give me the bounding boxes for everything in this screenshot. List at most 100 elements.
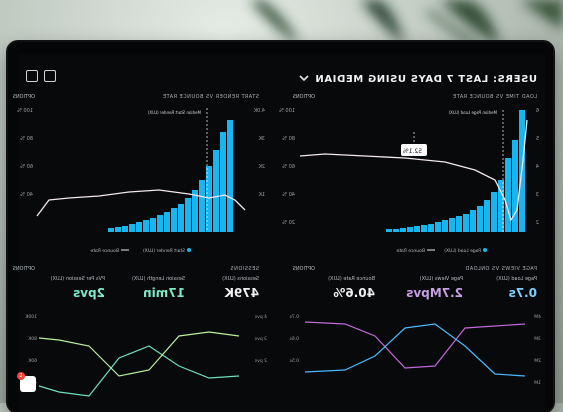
svg-text:3 pvs: 3 pvs [254, 336, 267, 342]
monitor: USERS: LAST 7 DAYS USING MEDIAN LOAD TIM… [8, 42, 553, 412]
kpi-label: Session Length (LUX) [131, 276, 185, 282]
svg-text:40 %: 40 % [20, 192, 33, 198]
bar [470, 210, 476, 232]
axis-tick: 5 [536, 136, 539, 142]
bar [192, 190, 198, 232]
monitor-icon[interactable] [44, 70, 56, 82]
bar [227, 120, 233, 232]
axis-tick: 2 [536, 220, 539, 226]
svg-text:2M: 2M [534, 358, 541, 364]
svg-text:4M: 4M [534, 314, 541, 320]
series-line [38, 331, 240, 377]
bar [407, 227, 413, 232]
bar [171, 208, 177, 232]
svg-text:2 pvs: 2 pvs [254, 358, 267, 364]
svg-text:80 %: 80 % [20, 136, 33, 142]
axis-tick: 80 % [282, 136, 295, 142]
bar [157, 215, 163, 232]
bar [393, 229, 399, 232]
svg-text:60 %: 60 % [20, 164, 33, 170]
bar [491, 192, 497, 232]
axis-tick: 3 [536, 192, 539, 198]
bar [505, 158, 511, 232]
bar [477, 206, 483, 232]
bounce-rate-line [36, 189, 246, 217]
series-line [304, 323, 526, 377]
axis-tick: 4 [536, 164, 539, 170]
page-views-chart: 4M 3M 2M 1M 0.7s 0.6s 0.5s [289, 314, 541, 386]
header-icons [26, 70, 56, 82]
background-plant [250, 0, 563, 45]
bar [122, 226, 128, 232]
kpi-label: Bounce Rate (LUX) [328, 276, 375, 282]
bar [220, 132, 226, 232]
bar [199, 180, 205, 232]
bar [206, 166, 212, 232]
svg-text:4 pvs: 4 pvs [254, 314, 267, 320]
options-button[interactable]: OPTIONS [12, 266, 35, 272]
svg-text:4.0K: 4.0K [253, 108, 265, 114]
kpi-label: Sessions (LUX) [222, 276, 259, 282]
axis-tick: 100 % [279, 108, 295, 114]
bar [428, 224, 434, 232]
series-line [304, 321, 526, 369]
mirrored-dashboard: USERS: LAST 7 DAYS USING MEDIAN LOAD TIM… [13, 54, 545, 412]
bar [400, 228, 406, 232]
kpi-value: 0.7s [508, 286, 537, 300]
bar [449, 218, 455, 232]
axis-tick: 60 % [282, 164, 295, 170]
bar [136, 222, 142, 232]
bar [512, 140, 518, 232]
kpi-label: Page Load (LUX) [496, 276, 537, 282]
bar [129, 224, 135, 232]
help-icon[interactable] [26, 70, 38, 82]
bar [178, 204, 184, 232]
axis-tick: 20 % [282, 220, 295, 226]
options-button[interactable]: OPTIONS [292, 266, 315, 272]
panel-label-sessions: SESSIONS [229, 266, 259, 272]
kpi-label: Page Views (LUX) [419, 276, 463, 282]
bar [143, 220, 149, 232]
bar [435, 222, 441, 232]
median-label: Median Start Render (LUX) [147, 110, 201, 115]
median-label: Median Page Load (LUX) [448, 110, 497, 115]
svg-text:100K: 100K [24, 314, 37, 320]
svg-text:0.6s: 0.6s [289, 336, 299, 342]
bar [185, 198, 191, 232]
value-callout [401, 144, 427, 156]
bar [115, 227, 121, 232]
series-line [38, 345, 240, 397]
bar [213, 150, 219, 232]
svg-text:80K: 80K [27, 336, 37, 342]
start-render-chart: 4.0K 3K 2K 1K 100 % 80 % 60 % 40 % [17, 108, 265, 254]
svg-text:1M: 1M [534, 380, 541, 386]
legend-series: Start Render (LUX) [143, 248, 185, 254]
svg-text:3K: 3K [258, 136, 265, 142]
bar [498, 180, 504, 232]
callout-value: 52.1% [403, 148, 422, 155]
svg-text:100 %: 100 % [17, 108, 33, 114]
svg-text:60K: 60K [27, 358, 37, 364]
kpi-value: 479K [224, 286, 259, 300]
legend-dot [483, 248, 487, 252]
axis-tick: 40 % [282, 192, 295, 198]
chat-widget-icon[interactable]: 2 [17, 372, 36, 392]
bar [456, 216, 462, 232]
kpi-label: PVs Per Session (LUX) [50, 276, 105, 282]
legend-series: Page Load (LUX) [444, 248, 481, 254]
chevron-down-icon[interactable] [299, 73, 309, 83]
bar [484, 200, 490, 232]
panel-label-page-views: PAGE VIEWS VS ONLOAD [465, 266, 537, 272]
bar [442, 220, 448, 232]
dashboard-screen: USERS: LAST 7 DAYS USING MEDIAN LOAD TIM… [13, 54, 545, 412]
bar [421, 225, 427, 232]
page-title: USERS: LAST 7 DAYS USING MEDIAN [314, 74, 537, 85]
kpi-value: 40.6% [333, 286, 375, 300]
bar [463, 214, 469, 232]
kpi-value: 2pvs [73, 286, 105, 300]
kpi-value: 2.7Mpvs [406, 286, 463, 300]
legend-bounce: Bounce Rate [396, 248, 425, 254]
bar [414, 226, 420, 232]
bar [108, 228, 114, 232]
